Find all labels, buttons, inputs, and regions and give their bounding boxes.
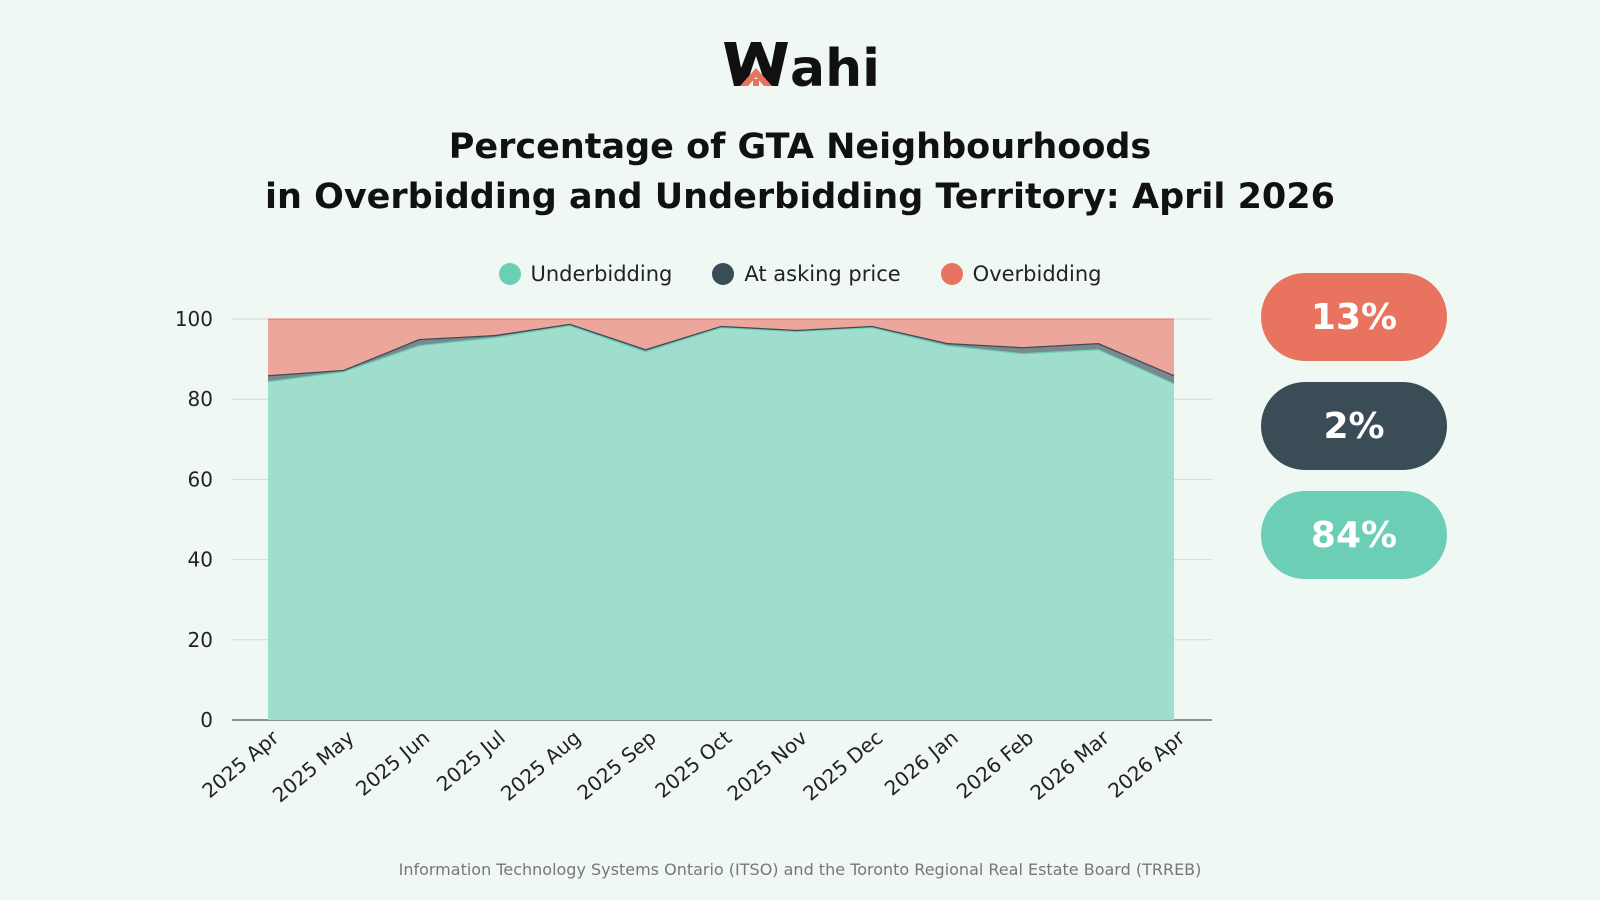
x-tick-label: 2025 Dec xyxy=(798,725,887,805)
chart-legend: Underbidding At asking price Overbidding xyxy=(0,262,1600,286)
chart-title: Percentage of GTA Neighbourhoods in Over… xyxy=(0,122,1600,222)
x-tick-label: 2025 Jun xyxy=(351,725,434,800)
x-tick-label: 2026 Apr xyxy=(1103,725,1189,803)
legend-item-at-asking: At asking price xyxy=(712,262,901,286)
chart-title-line-1: Percentage of GTA Neighbourhoods xyxy=(448,127,1152,167)
legend-label-at-asking: At asking price xyxy=(744,262,901,286)
legend-swatch-overbidding xyxy=(940,263,963,285)
y-tick-label: 100 xyxy=(175,307,213,331)
x-tick-label: 2025 Oct xyxy=(650,725,736,803)
source-note: Information Technology Systems Ontario (… xyxy=(398,860,1202,879)
y-tick-label: 40 xyxy=(188,548,213,572)
x-tick-label: 2025 Sep xyxy=(573,725,661,804)
legend-item-underbidding: Underbidding xyxy=(498,262,673,286)
area-underbidding xyxy=(268,325,1174,720)
y-tick-label: 0 xyxy=(200,708,213,732)
chart-title-line-2: in Overbidding and Underbidding Territor… xyxy=(265,177,1335,217)
x-tick-label: 2025 May xyxy=(268,725,359,807)
x-tick-label: 2025 Aug xyxy=(496,725,585,805)
svg-text:ahi: ahi xyxy=(790,39,880,94)
highlight-overbidding: 13% xyxy=(1261,273,1447,361)
y-tick-label: 80 xyxy=(188,387,213,411)
x-tick-label: 2025 Nov xyxy=(723,725,812,805)
x-tick-label: 2026 Mar xyxy=(1026,725,1115,805)
x-tick-label: 2026 Feb xyxy=(952,725,1038,803)
x-tick-label: 2026 Jan xyxy=(880,725,963,800)
wahi-logo: ahi xyxy=(0,34,1600,94)
wahi-logo-mark: ahi xyxy=(724,39,880,94)
y-tick-label: 60 xyxy=(188,467,213,491)
y-tick-label: 20 xyxy=(188,628,213,652)
legend-label-overbidding: Overbidding xyxy=(972,262,1102,286)
legend-label-underbidding: Underbidding xyxy=(530,262,673,286)
highlight-underbidding: 84% xyxy=(1261,491,1447,579)
legend-swatch-underbidding xyxy=(498,263,521,285)
highlight-at-asking: 2% xyxy=(1261,382,1447,470)
area-overbidding xyxy=(268,319,1174,376)
legend-item-overbidding: Overbidding xyxy=(940,262,1102,286)
legend-swatch-at-asking xyxy=(712,263,735,285)
